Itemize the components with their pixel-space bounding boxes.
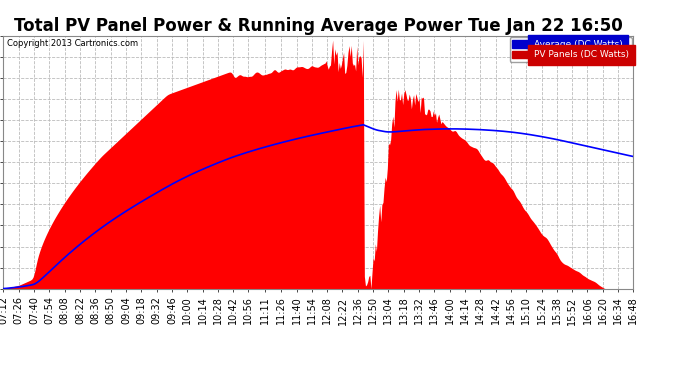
Title: Total PV Panel Power & Running Average Power Tue Jan 22 16:50: Total PV Panel Power & Running Average P… (14, 18, 623, 36)
Legend: Average (DC Watts), PV Panels (DC Watts): Average (DC Watts), PV Panels (DC Watts) (509, 38, 631, 62)
Text: Copyright 2013 Cartronics.com: Copyright 2013 Cartronics.com (7, 39, 138, 48)
